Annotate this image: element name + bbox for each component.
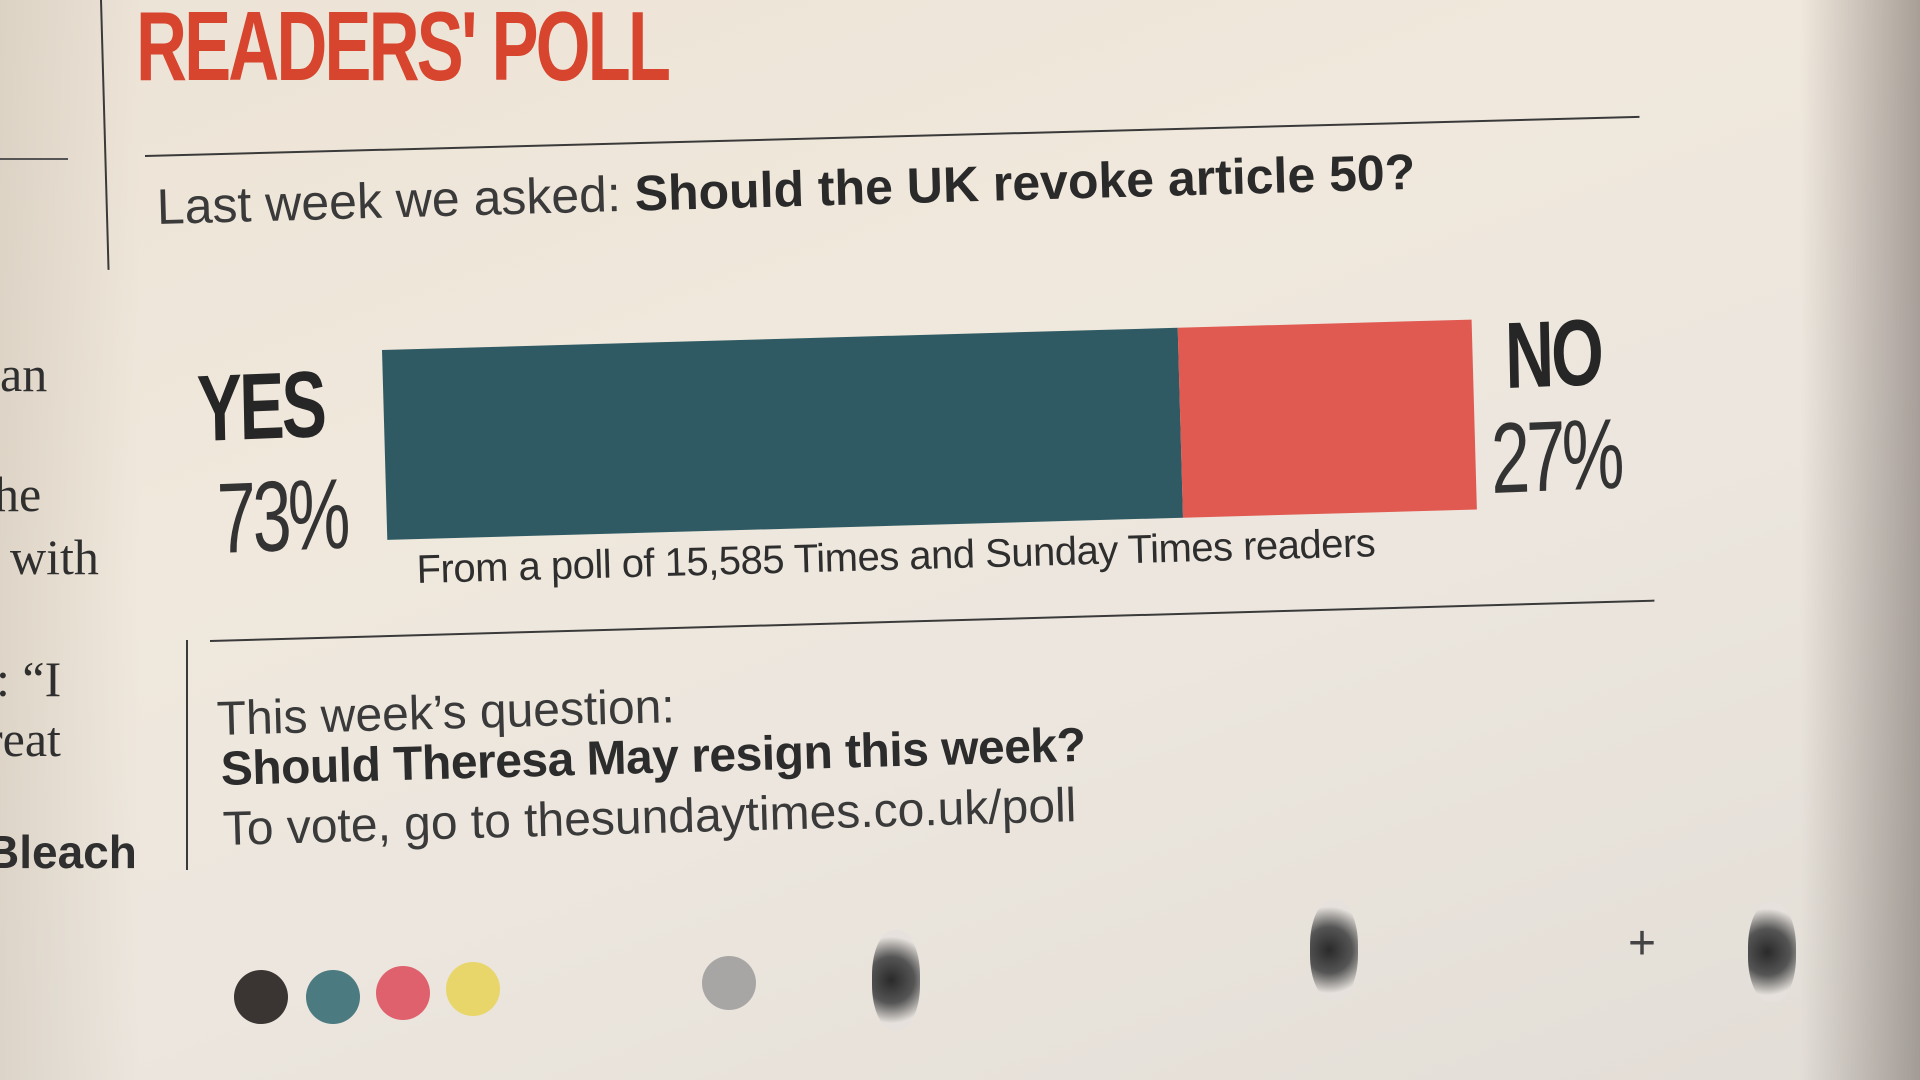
yes-label: YES — [196, 351, 325, 461]
section-rule — [209, 599, 1655, 642]
no-percentage: 27% — [1490, 397, 1622, 515]
left-column-fragment: he — [0, 466, 42, 522]
last-week-question-text: Should the UK revoke article 50? — [633, 143, 1416, 222]
column-rule-bottom — [186, 640, 188, 870]
registration-dot — [446, 962, 500, 1016]
punch-hole — [1748, 902, 1796, 1002]
registration-cross-icon: + — [1628, 917, 1657, 970]
poll-title: READERS' POLL — [136, 0, 671, 101]
left-column-rule — [0, 158, 68, 160]
left-column-fragment: : “I — [0, 651, 62, 707]
poll-result-bar — [382, 319, 1477, 540]
punch-hole — [872, 930, 920, 1030]
registration-dot — [234, 970, 288, 1024]
registration-dot — [306, 970, 360, 1024]
bar-segment-no — [1177, 319, 1477, 518]
left-column-fragment: reat — [0, 711, 61, 767]
yes-percentage: 73% — [216, 457, 348, 575]
page-shadow-left — [0, 0, 140, 1080]
last-week-prefix: Last week we asked: — [156, 166, 622, 235]
left-column-fragment: with — [10, 529, 99, 585]
title-rule — [144, 115, 1640, 157]
page-shadow-right — [1800, 0, 1920, 1080]
last-week-question: Last week we asked: Should the UK revoke… — [156, 143, 1416, 236]
bar-segment-yes — [382, 327, 1183, 540]
left-column-fragment: an — [0, 346, 48, 402]
registration-dot — [376, 966, 430, 1020]
registration-dot — [702, 956, 756, 1010]
punch-hole — [1310, 900, 1358, 1000]
left-column-fragment: Bleach — [0, 826, 137, 878]
no-label: NO — [1504, 299, 1602, 408]
